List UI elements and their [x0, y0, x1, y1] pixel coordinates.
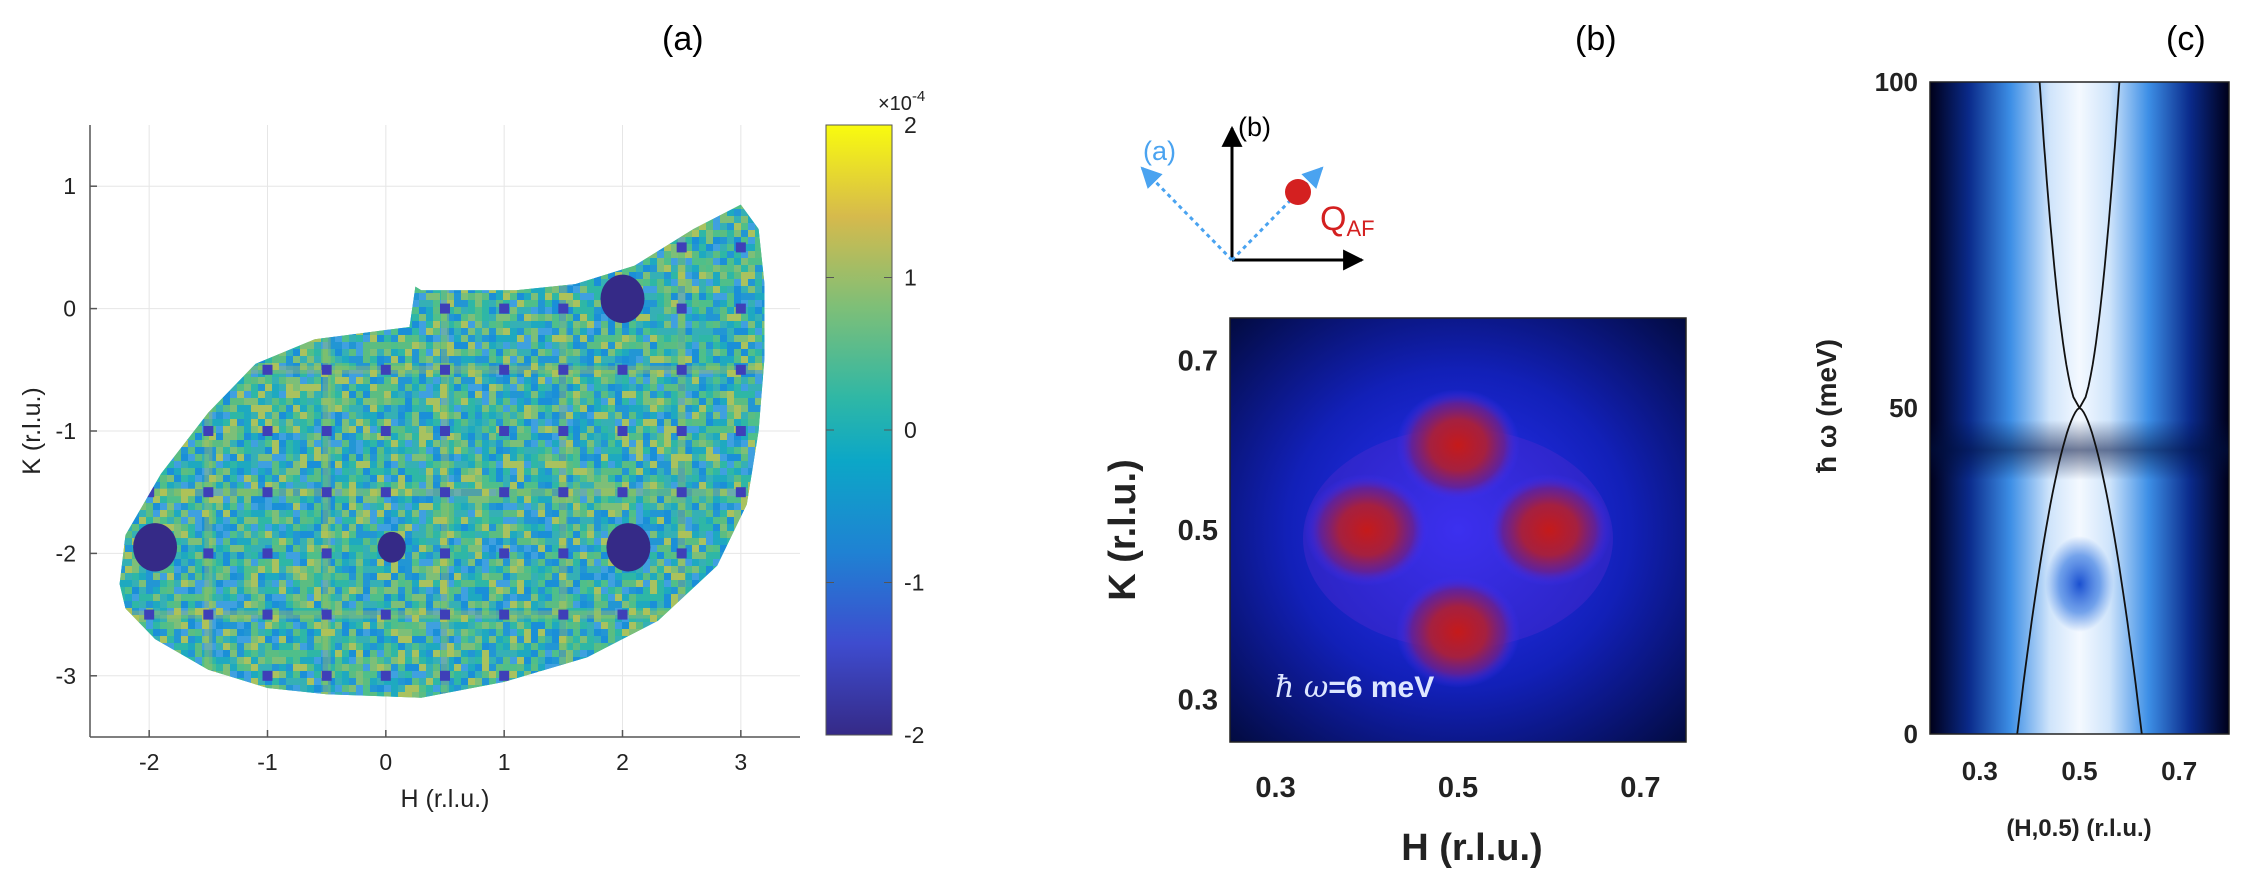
panel-c-ylabel: ħ ω (meV)	[1811, 339, 1842, 473]
panel-a-xtick-label: 1	[498, 749, 511, 775]
panel-b-ylabel: K (r.l.u.)	[1102, 459, 1144, 600]
inset-a-direction-arrow	[1142, 168, 1232, 260]
panel-c-dark-band	[1930, 420, 2229, 480]
panel-c-xtick-label: 0.7	[2161, 756, 2197, 786]
panel-a-colorbar-tick-label: -1	[904, 570, 924, 596]
panel-c-ytick-label: 0	[1904, 719, 1918, 749]
panel-b-peak	[1305, 474, 1429, 586]
panel-a-xtick-label: 0	[379, 749, 392, 775]
inset-a-label: (a)	[1143, 136, 1176, 166]
panel-a-xtick-label: -2	[139, 749, 159, 775]
panel-a-intensity-spot	[378, 532, 406, 563]
panel-a-heatmap: -2 -1 0 1 2 3 1 0 -1 -2 -3 H (r.l.u.) K (r.l.u.) 2…	[18, 88, 925, 813]
panel-b-energy-annotation: ħ ω=6 meV	[1275, 670, 1434, 705]
panel-a-colorbar-tick-label: 2	[904, 112, 917, 138]
panel-a-ytick-label: -3	[56, 663, 76, 689]
panel-c-xtick-label: 0.5	[2061, 756, 2097, 786]
panel-b-xtick-label: 0.5	[1438, 772, 1478, 804]
inset-b-label: (b)	[1238, 112, 1271, 142]
panel-b-ytick-label: 0.5	[1178, 515, 1218, 547]
panel-label-c: (c)	[2166, 20, 2206, 58]
panel-a-ylabel: K (r.l.u.)	[18, 387, 46, 475]
panel-c-bright-spot	[2046, 536, 2114, 632]
panel-b-peak	[1396, 389, 1520, 501]
panel-c-xlabel: (H,0.5) (r.l.u.)	[2006, 815, 2151, 842]
panel-a-colorbar-exponent: ×10-4	[878, 88, 925, 115]
panel-a-xtick-label: -1	[257, 749, 277, 775]
panel-a-intensity-spot	[601, 275, 645, 323]
panel-a-intensity-spot	[606, 523, 650, 571]
panel-b-xlabel: H (r.l.u.)	[1401, 827, 1542, 869]
panel-b-xtick-label: 0.3	[1255, 772, 1295, 804]
panel-a-ytick-label: 0	[63, 296, 76, 322]
qaf-point-marker	[1285, 179, 1311, 205]
panel-a-colorbar-tick-label: -2	[904, 722, 924, 748]
panel-label-a: (a)	[662, 20, 704, 58]
panel-a-ytick-label: -2	[56, 540, 76, 566]
panel-a-ytick-label: 1	[63, 173, 76, 199]
panel-b-peak	[1487, 474, 1611, 586]
qaf-label: QAF	[1320, 200, 1375, 241]
panel-a-ytick-label: -1	[56, 418, 76, 444]
panel-b-ytick-label: 0.3	[1178, 685, 1218, 717]
panel-a-xtick-label: 2	[616, 749, 629, 775]
panel-b-heatmap: (a) (b) QAF 0.3 0.5 0.7 0.7 0.5 0.3 ħ ω=6 meV…	[1102, 112, 1686, 869]
panel-a-colorbar-tick-label: 0	[904, 417, 917, 443]
panel-c-heatmap: 0.3 0.5 0.7 100 50 0 (H,0.5) (r.l.u.) ħ ω (me…	[1811, 67, 2229, 842]
panel-a-colorbar-tick-label: 1	[904, 265, 917, 291]
panel-c-xtick-label: 0.3	[1962, 756, 1998, 786]
panel-label-b: (b)	[1575, 20, 1617, 58]
panel-b-inset: (a) (b) QAF	[1142, 112, 1375, 260]
panel-b-xtick-label: 0.7	[1620, 772, 1660, 804]
panel-a-xlabel: H (r.l.u.)	[401, 785, 490, 813]
panel-a-intensity-spot	[133, 523, 177, 571]
panel-b-ytick-label: 0.7	[1178, 345, 1218, 377]
inset-qaf-direction-arrow	[1232, 168, 1322, 260]
panel-c-ytick-label: 50	[1889, 393, 1918, 423]
panel-a-xtick-label: 3	[734, 749, 747, 775]
panel-a-colorbar	[826, 125, 892, 735]
panel-c-ytick-label: 100	[1875, 67, 1918, 97]
